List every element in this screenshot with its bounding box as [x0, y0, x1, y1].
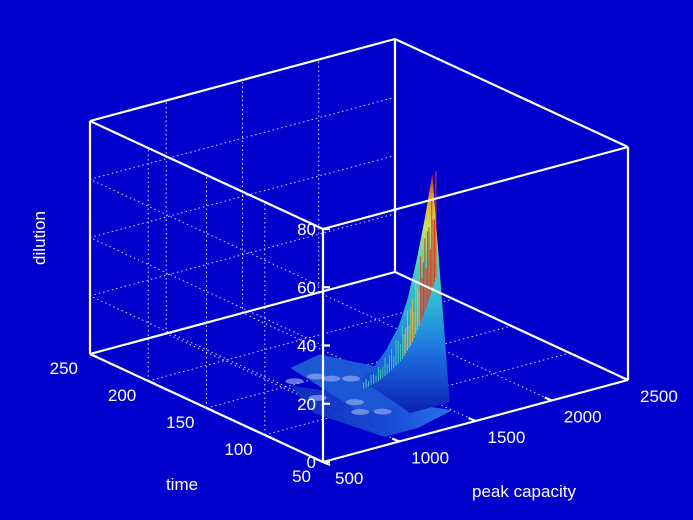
- box-edge: [89, 120, 324, 230]
- y-tick-mark: [264, 433, 273, 440]
- x-tick-label: 500: [335, 469, 363, 488]
- x-tick-label: 1000: [411, 449, 449, 468]
- y-tick-label: 250: [50, 359, 78, 378]
- surface-speckle: [306, 373, 325, 380]
- y-axis-title: time: [166, 475, 198, 494]
- z-tick-label: 0: [307, 453, 316, 472]
- y-tick-label: 150: [166, 413, 194, 432]
- grid-line-z-back: [89, 213, 396, 297]
- x-tick-mark: [315, 457, 324, 464]
- front-box-edges: [88, 37, 630, 467]
- surface-speckle: [373, 408, 392, 415]
- z-tick-label: 60: [297, 278, 316, 297]
- x-tick-label: 2000: [564, 408, 602, 427]
- surface-top-band: [290, 354, 416, 414]
- surface-speckle: [322, 375, 341, 382]
- x-tick-label: 1500: [488, 428, 526, 447]
- y-tick-mark: [89, 352, 98, 359]
- z-axis-title: dilution: [30, 211, 49, 265]
- surface-speckle: [285, 378, 304, 385]
- surface-body: [290, 385, 453, 437]
- box-edge: [394, 38, 629, 148]
- y-tick-mark: [206, 406, 214, 413]
- x-tick-mark: [620, 375, 629, 382]
- x-tick-label: 2500: [640, 387, 678, 406]
- box-edge: [89, 37, 396, 123]
- grid-line-y-floor: [148, 298, 454, 382]
- y-tick-label: 200: [108, 386, 136, 405]
- x-tick-mark: [544, 396, 553, 402]
- surface: [285, 171, 453, 437]
- grid-line-z-back: [89, 155, 396, 238]
- grid-line-z-back: [89, 96, 396, 180]
- y-tick-label: 50: [292, 467, 311, 486]
- box-edge: [394, 271, 629, 381]
- z-tick-label: 20: [297, 395, 316, 414]
- surface-speckle: [341, 375, 360, 382]
- tick-labels: 0 20 40 60 80 50 100 150 200 250 500 1000 1500 2000 25…: [50, 220, 678, 488]
- box-edge: [89, 270, 396, 356]
- z-tick-label: 40: [297, 337, 316, 356]
- x-axis-title: peak capacity: [472, 482, 576, 501]
- z-tick-label: 80: [297, 220, 316, 239]
- x-tick-mark: [391, 437, 400, 443]
- box-edge: [322, 145, 629, 231]
- x-tick-mark: [468, 416, 476, 423]
- surface-speckle: [351, 409, 370, 416]
- y-tick-mark: [322, 460, 331, 467]
- y-tick-mark: [147, 379, 156, 386]
- surface-speckle: [345, 399, 364, 406]
- y-tick-label: 100: [224, 440, 252, 459]
